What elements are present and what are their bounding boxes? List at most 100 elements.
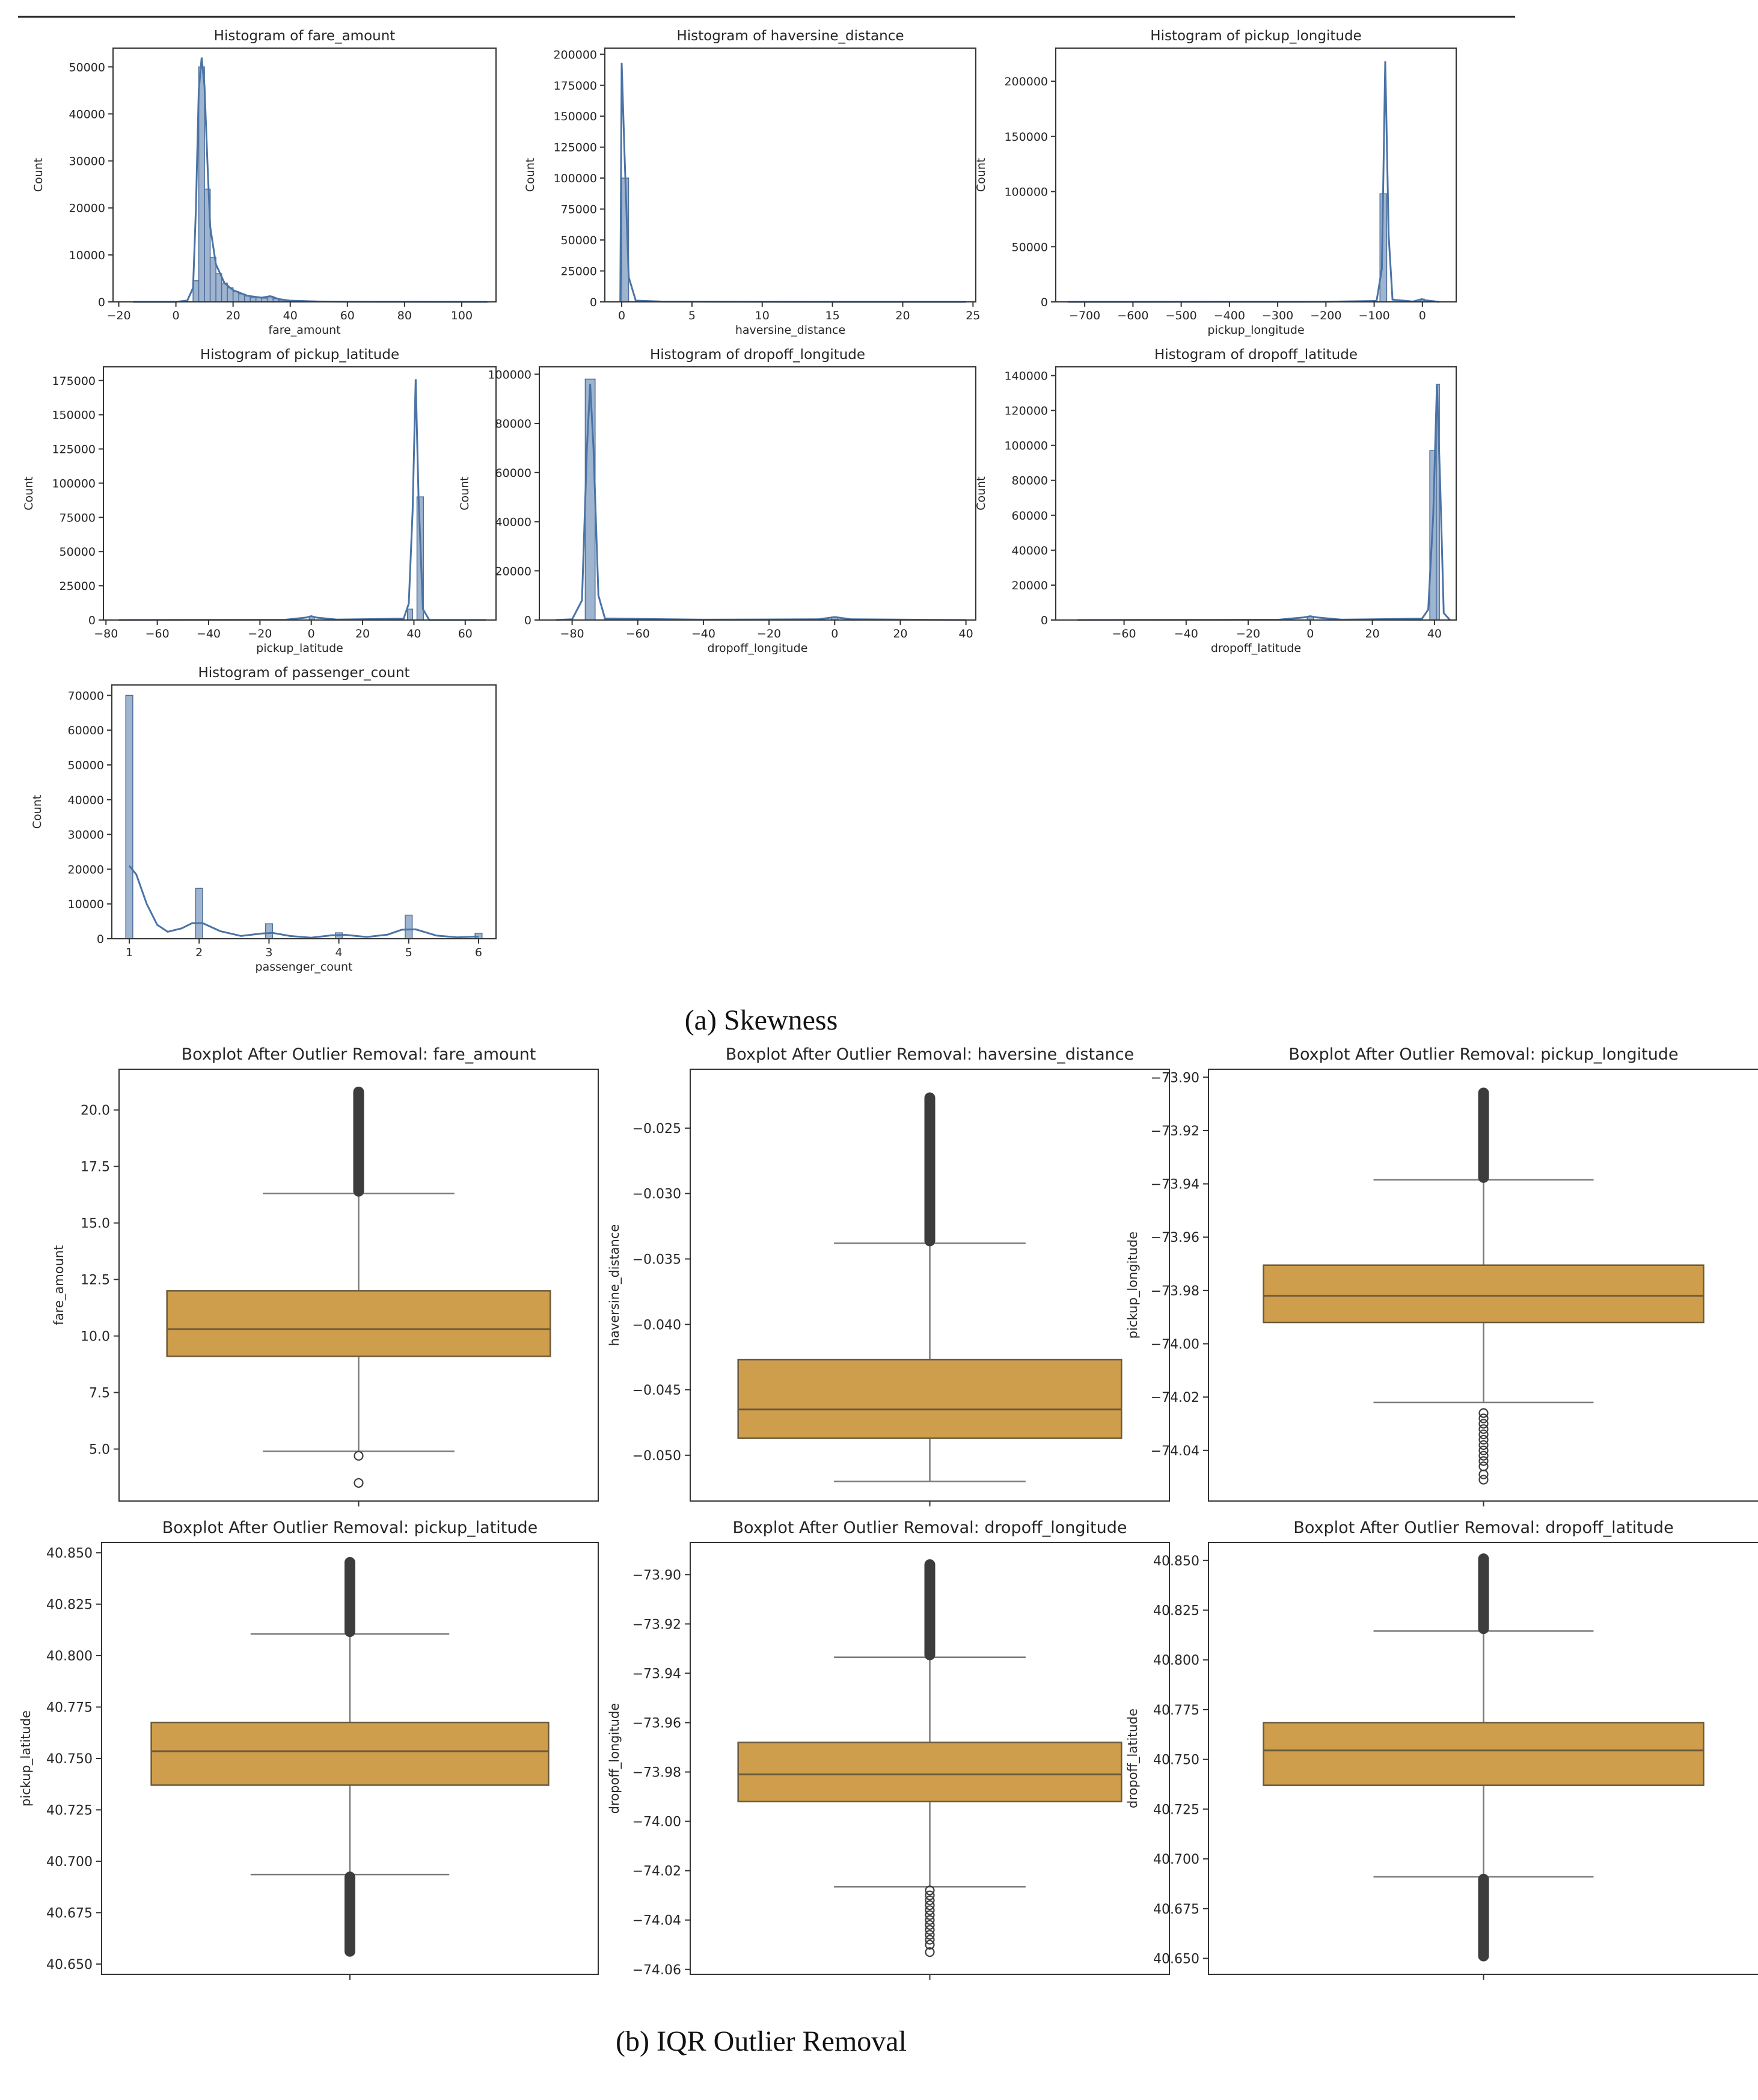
y-tick-label: 40.700 xyxy=(46,1855,93,1870)
y-tick-label: 10000 xyxy=(69,249,105,262)
y-tick-label: 0 xyxy=(98,296,105,309)
y-tick-label: 40.850 xyxy=(46,1546,93,1561)
y-tick-label: 200000 xyxy=(1004,75,1048,88)
y-tick-label: 40.800 xyxy=(1153,1653,1199,1668)
histogram-panel: 0 5 10 15 20 25 0 25000 50000 75000 100000 125000 15… xyxy=(524,28,980,337)
boxplot-panel: −0.050 −0.045 −0.040 −0.035 −0.030 −0.025 Boxp… xyxy=(607,1045,1170,1506)
histogram-bar xyxy=(215,273,222,302)
boxplot-panel: −74.04 −74.02 −74.00 −73.98 −73.96 −73.94 −73.… xyxy=(1126,1045,1758,1506)
x-tick-label: −40 xyxy=(197,627,221,640)
y-tick-label: −73.94 xyxy=(632,1666,681,1681)
x-tick-label: 60 xyxy=(340,309,355,322)
y-axis-label: Count xyxy=(31,795,44,829)
outlier-point xyxy=(925,1895,935,1906)
outlier-cluster-low xyxy=(1478,1873,1489,1962)
x-tick-label: 1 xyxy=(126,946,133,959)
y-tick-label: 25000 xyxy=(561,265,597,278)
outlier-point xyxy=(1478,1475,1489,1485)
y-tick-label: 5.0 xyxy=(89,1443,110,1458)
y-tick-label: 40000 xyxy=(495,516,531,529)
histogram-bar xyxy=(232,291,239,302)
y-tick-label: 40.650 xyxy=(1153,1952,1199,1967)
y-tick-label: 200000 xyxy=(553,48,597,61)
y-tick-label: 10.0 xyxy=(81,1330,110,1345)
plot-frame xyxy=(1055,48,1457,302)
x-tick-label: −20 xyxy=(1236,627,1260,640)
y-tick-label: 0 xyxy=(590,296,597,309)
y-tick-label: 75000 xyxy=(60,511,96,524)
plot-frame xyxy=(1055,366,1457,621)
y-tick-label: 40.700 xyxy=(1153,1852,1199,1867)
outlier-point xyxy=(925,1890,935,1900)
y-tick-label: −0.050 xyxy=(632,1449,681,1464)
outlier-cluster-low xyxy=(345,1871,355,1957)
y-tick-label: −73.98 xyxy=(632,1766,681,1781)
x-tick-label: 20 xyxy=(226,309,240,322)
boxplot-panel: −74.06 −74.04 −74.02 −74.00 −73.98 −73.96 −73.… xyxy=(607,1518,1170,1980)
x-tick-label: 0 xyxy=(831,627,838,640)
outlier-point xyxy=(1478,1419,1489,1429)
chart-title: Histogram of passenger_count xyxy=(198,665,409,681)
x-tick-label: −700 xyxy=(1069,309,1100,322)
chart-title: Histogram of fare_amount xyxy=(214,28,396,44)
plot-frame xyxy=(103,366,497,621)
x-tick-label: 0 xyxy=(308,627,315,640)
kde-line xyxy=(556,384,966,621)
x-tick-label: 5 xyxy=(688,309,696,322)
y-tick-label: 100000 xyxy=(52,477,96,490)
histogram-bar xyxy=(125,695,133,939)
outlier-point xyxy=(1478,1451,1489,1461)
y-tick-label: −74.06 xyxy=(632,1963,681,1978)
outlier-point xyxy=(925,1910,935,1920)
y-tick-label: 20000 xyxy=(1012,579,1048,592)
y-tick-label: −74.00 xyxy=(1151,1337,1199,1352)
histogram-panel: −60 −40 −20 0 20 40 0 20000 40000 60000 80000 10000… xyxy=(975,347,1457,655)
x-tick-label: 60 xyxy=(458,627,473,640)
y-tick-label: −73.90 xyxy=(1151,1070,1199,1085)
x-tick-label: 0 xyxy=(618,309,625,322)
x-tick-label: −80 xyxy=(560,627,584,640)
x-tick-label: 2 xyxy=(195,946,203,959)
box-iqr xyxy=(150,1721,550,1786)
histogram-bar xyxy=(250,296,257,302)
x-tick-label: 40 xyxy=(959,627,973,640)
y-tick-label: 40.850 xyxy=(1153,1554,1199,1569)
y-axis-label: Count xyxy=(975,158,988,192)
x-axis-label: dropoff_latitude xyxy=(1211,642,1301,655)
y-tick-label: 40.825 xyxy=(46,1598,93,1613)
x-axis-label: dropoff_longitude xyxy=(708,642,808,655)
y-tick-label: 60000 xyxy=(68,724,104,737)
histogram-bar xyxy=(1429,450,1437,621)
y-tick-label: −0.025 xyxy=(632,1122,681,1137)
y-tick-label: 50000 xyxy=(69,61,105,74)
y-tick-label: 175000 xyxy=(52,375,96,388)
y-tick-label: −0.040 xyxy=(632,1318,681,1333)
y-tick-label: 17.5 xyxy=(81,1160,110,1175)
y-tick-label: 60000 xyxy=(1012,509,1048,523)
y-tick-label: 80000 xyxy=(495,417,531,431)
x-tick-label: 10 xyxy=(755,309,770,322)
x-tick-label: −80 xyxy=(94,627,118,640)
plot-frame xyxy=(112,48,497,302)
y-tick-label: 25000 xyxy=(60,580,96,593)
y-axis-label: fare_amount xyxy=(52,1245,67,1325)
y-tick-label: 100000 xyxy=(488,368,531,381)
outlier-point xyxy=(1478,1408,1489,1418)
x-tick-label: 20 xyxy=(355,627,370,640)
x-tick-label: 20 xyxy=(895,309,910,322)
outlier-point xyxy=(925,1935,935,1945)
y-tick-label: 0 xyxy=(88,614,96,627)
chart-title: Histogram of dropoff_longitude xyxy=(650,347,865,363)
x-tick-label: −20 xyxy=(757,627,781,640)
y-tick-label: 125000 xyxy=(52,443,96,456)
y-tick-label: −0.045 xyxy=(632,1383,681,1398)
y-tick-label: −73.92 xyxy=(632,1617,681,1632)
outlier-point xyxy=(925,1925,935,1935)
chart-title: Boxplot After Outlier Removal: dropoff_l… xyxy=(1293,1518,1673,1537)
y-tick-label: −73.90 xyxy=(632,1568,681,1583)
x-tick-label: 20 xyxy=(893,627,907,640)
outlier-point xyxy=(1478,1445,1489,1455)
y-axis-label: haversine_distance xyxy=(607,1224,622,1346)
x-tick-label: 6 xyxy=(475,946,482,959)
y-tick-label: −0.030 xyxy=(632,1187,681,1202)
